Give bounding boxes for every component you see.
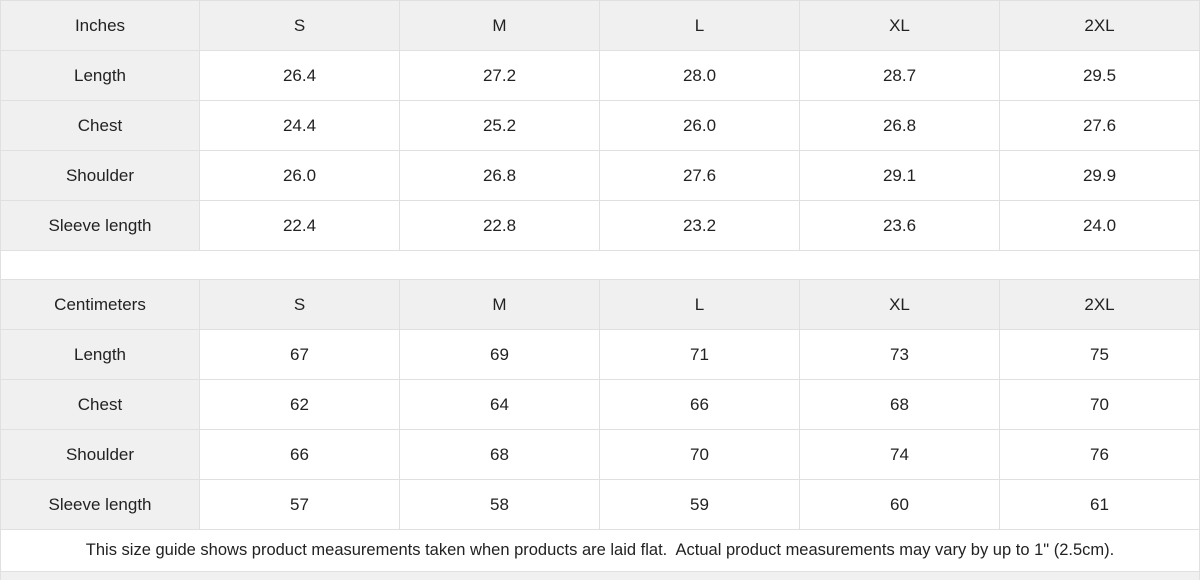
size-header-cell: 2XL [1000,280,1200,330]
measurement-value-cell: 22.8 [400,201,600,251]
measurement-value-cell: 27.2 [400,51,600,101]
table-row: Length 26.4 27.2 28.0 28.7 29.5 [0,51,1200,101]
measurement-value-cell: 28.7 [800,51,1000,101]
measurement-value-cell: 61 [1000,480,1200,530]
measurement-value-cell: 76 [1000,430,1200,480]
measurement-value-cell: 29.9 [1000,151,1200,201]
size-header-cell: XL [800,280,1000,330]
measurement-value-cell: 68 [800,380,1000,430]
measurement-label-cell: Length [0,330,200,380]
size-header-cell: L [600,280,800,330]
measurement-value-cell: 59 [600,480,800,530]
measurement-value-cell: 26.8 [400,151,600,201]
measurement-value-cell: 69 [400,330,600,380]
measurement-value-cell: 24.0 [1000,201,1200,251]
measurement-label-cell: Sleeve length [0,201,200,251]
size-header-cell: S [200,1,400,51]
table-spacer [0,251,1200,279]
table-header-row: Inches S M L XL 2XL [0,1,1200,51]
measurement-value-cell: 22.4 [200,201,400,251]
size-table-centimeters: Centimeters S M L XL 2XL Length 67 69 71… [0,279,1200,530]
measurement-value-cell: 25.2 [400,101,600,151]
measurement-value-cell: 71 [600,330,800,380]
table-row: Chest 24.4 25.2 26.0 26.8 27.6 [0,101,1200,151]
measurement-value-cell: 58 [400,480,600,530]
measurement-value-cell: 62 [200,380,400,430]
unit-header-cell: Centimeters [0,280,200,330]
measurement-value-cell: 73 [800,330,1000,380]
table-header-row: Centimeters S M L XL 2XL [0,280,1200,330]
measurement-value-cell: 27.6 [1000,101,1200,151]
measurement-value-cell: 70 [1000,380,1200,430]
table-row: Length 67 69 71 73 75 [0,330,1200,380]
measurement-value-cell: 64 [400,380,600,430]
size-header-cell: 2XL [1000,1,1200,51]
table-row: Shoulder 66 68 70 74 76 [0,430,1200,480]
measurement-value-cell: 66 [600,380,800,430]
measurement-value-cell: 23.6 [800,201,1000,251]
measurement-value-cell: 24.4 [200,101,400,151]
size-guide-note: This size guide shows product measuremen… [0,530,1200,572]
measurement-value-cell: 57 [200,480,400,530]
measurement-label-cell: Shoulder [0,151,200,201]
size-table-inches: Inches S M L XL 2XL Length 26.4 27.2 28.… [0,0,1200,251]
size-header-cell: M [400,280,600,330]
measurement-label-cell: Chest [0,380,200,430]
measurement-value-cell: 23.2 [600,201,800,251]
size-header-cell: S [200,280,400,330]
table-row: Sleeve length 57 58 59 60 61 [0,480,1200,530]
measurement-value-cell: 29.5 [1000,51,1200,101]
measurement-value-cell: 26.4 [200,51,400,101]
measurement-value-cell: 26.0 [200,151,400,201]
measurement-value-cell: 66 [200,430,400,480]
measurement-value-cell: 29.1 [800,151,1000,201]
size-header-cell: L [600,1,800,51]
unit-header-cell: Inches [0,1,200,51]
measurement-value-cell: 26.8 [800,101,1000,151]
measurement-value-cell: 60 [800,480,1000,530]
measurement-value-cell: 26.0 [600,101,800,151]
size-header-cell: M [400,1,600,51]
measurement-value-cell: 74 [800,430,1000,480]
measurement-value-cell: 68 [400,430,600,480]
table-row: Shoulder 26.0 26.8 27.6 29.1 29.9 [0,151,1200,201]
table-row: Sleeve length 22.4 22.8 23.2 23.6 24.0 [0,201,1200,251]
measurement-value-cell: 70 [600,430,800,480]
measurement-label-cell: Sleeve length [0,480,200,530]
measurement-label-cell: Chest [0,101,200,151]
measurement-value-cell: 28.0 [600,51,800,101]
measurement-label-cell: Shoulder [0,430,200,480]
table-row: Chest 62 64 66 68 70 [0,380,1200,430]
measurement-value-cell: 75 [1000,330,1200,380]
measurement-value-cell: 67 [200,330,400,380]
size-header-cell: XL [800,1,1000,51]
measurement-label-cell: Length [0,51,200,101]
measurement-value-cell: 27.6 [600,151,800,201]
bottom-strip [0,572,1200,580]
